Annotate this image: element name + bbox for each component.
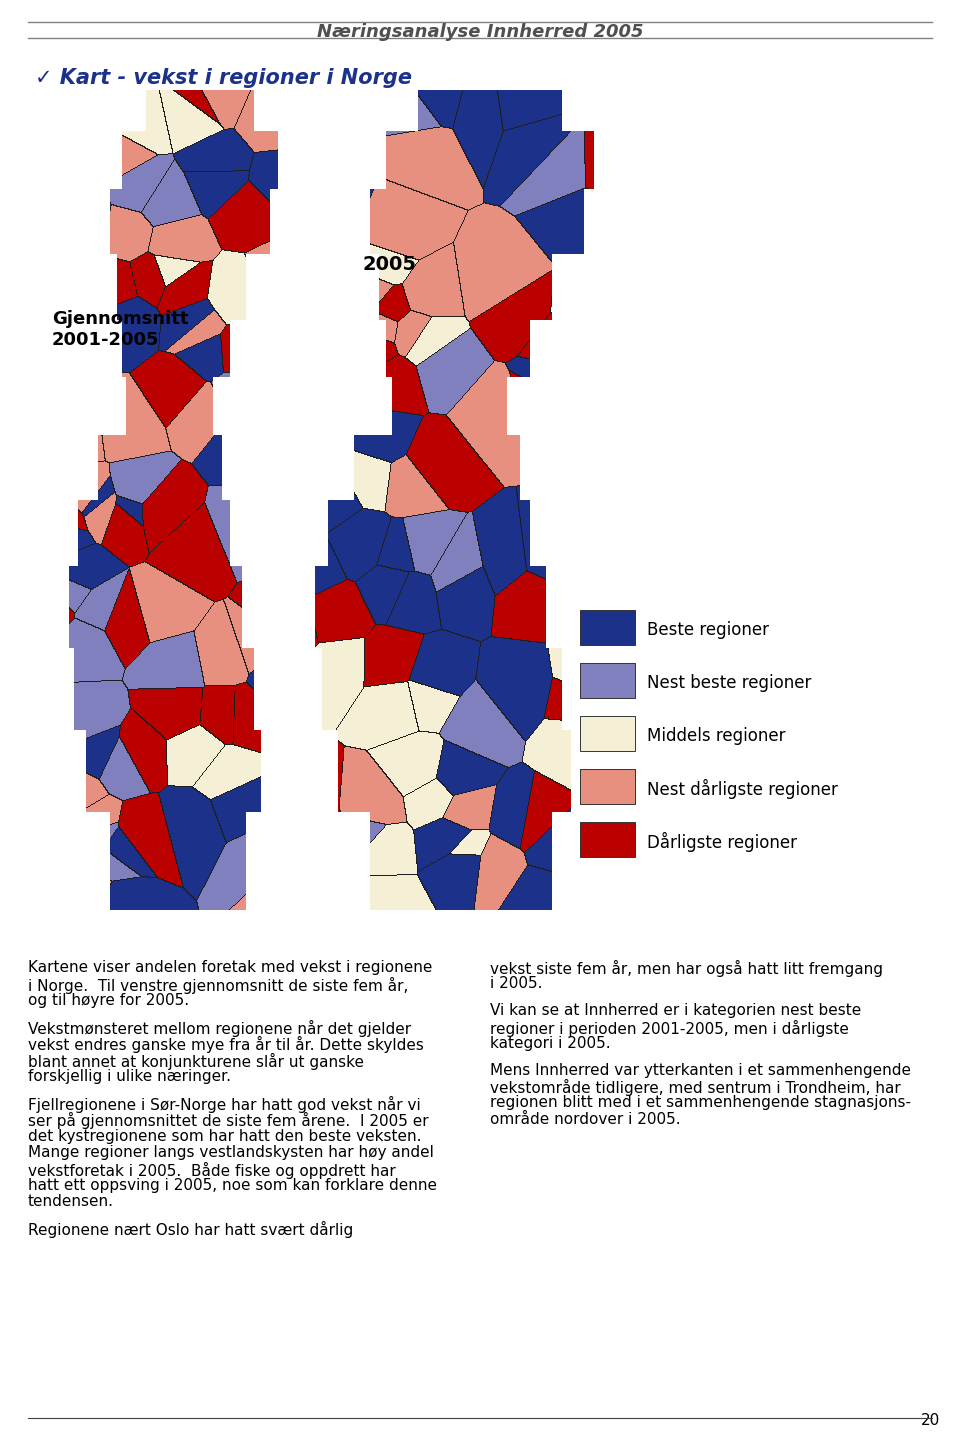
Text: hatt ett oppsving i 2005, noe som kan forklare denne: hatt ett oppsving i 2005, noe som kan fo… <box>28 1178 437 1193</box>
Text: Middels regioner: Middels regioner <box>647 727 785 745</box>
Text: regionen blitt med i et sammenhengende stagnasjons-: regionen blitt med i et sammenhengende s… <box>490 1096 911 1110</box>
Bar <box>580 610 635 645</box>
Text: blant annet at konjunkturene slår ut ganske: blant annet at konjunkturene slår ut gan… <box>28 1053 364 1070</box>
Text: forskjellig i ulike næringer.: forskjellig i ulike næringer. <box>28 1068 231 1084</box>
Text: ✓ Kart - vekst i regioner i Norge: ✓ Kart - vekst i regioner i Norge <box>35 67 412 88</box>
Text: 2005: 2005 <box>363 256 417 274</box>
Bar <box>580 770 635 804</box>
Text: vekst siste fem år, men har også hatt litt fremgang: vekst siste fem år, men har også hatt li… <box>490 961 883 976</box>
Text: Dårligste regioner: Dårligste regioner <box>647 831 797 852</box>
Bar <box>580 663 635 698</box>
Text: Vekstmønsteret mellom regionene når det gjelder: Vekstmønsteret mellom regionene når det … <box>28 1020 411 1037</box>
Text: 20: 20 <box>921 1413 940 1427</box>
Text: regioner i perioden 2001-2005, men i dårligste: regioner i perioden 2001-2005, men i dår… <box>490 1020 849 1037</box>
Text: Nest dårligste regioner: Nest dårligste regioner <box>647 778 838 798</box>
Text: Regionene nært Oslo har hatt svært dårlig: Regionene nært Oslo har hatt svært dårli… <box>28 1221 353 1238</box>
Text: område nordover i 2005.: område nordover i 2005. <box>490 1111 681 1127</box>
Text: Vi kan se at Innherred er i kategorien nest beste: Vi kan se at Innherred er i kategorien n… <box>490 1002 861 1018</box>
Text: vekst endres ganske mye fra år til år. Dette skyldes: vekst endres ganske mye fra år til år. D… <box>28 1035 424 1053</box>
Text: Gjennomsnitt
2001-2005: Gjennomsnitt 2001-2005 <box>52 310 188 349</box>
Text: Mange regioner langs vestlandskysten har høy andel: Mange regioner langs vestlandskysten har… <box>28 1144 434 1160</box>
Text: Fjellregionene i Sør-Norge har hatt god vekst når vi: Fjellregionene i Sør-Norge har hatt god … <box>28 1096 420 1113</box>
Text: det kystregionene som har hatt den beste veksten.: det kystregionene som har hatt den beste… <box>28 1129 421 1143</box>
Bar <box>580 821 635 857</box>
Text: kategori i 2005.: kategori i 2005. <box>490 1035 611 1051</box>
Text: Næringsanalyse Innherred 2005: Næringsanalyse Innherred 2005 <box>317 23 643 42</box>
Text: Nest beste regioner: Nest beste regioner <box>647 673 811 692</box>
Text: Mens Innherred var ytterkanten i et sammenhengende: Mens Innherred var ytterkanten i et samm… <box>490 1063 911 1077</box>
Text: vekstområde tidligere, med sentrum i Trondheim, har: vekstområde tidligere, med sentrum i Tro… <box>490 1078 900 1096</box>
Text: vekstforetak i 2005.  Både fiske og oppdrett har: vekstforetak i 2005. Både fiske og oppdr… <box>28 1162 396 1179</box>
Text: i 2005.: i 2005. <box>490 976 542 991</box>
Text: i Norge.  Til venstre gjennomsnitt de siste fem år,: i Norge. Til venstre gjennomsnitt de sis… <box>28 976 408 994</box>
Bar <box>580 717 635 751</box>
Text: Beste regioner: Beste regioner <box>647 620 769 639</box>
Text: tendensen.: tendensen. <box>28 1195 114 1209</box>
Text: og til høyre for 2005.: og til høyre for 2005. <box>28 994 189 1008</box>
Text: Kartene viser andelen foretak med vekst i regionene: Kartene viser andelen foretak med vekst … <box>28 961 432 975</box>
Text: ser på gjennomsnittet de siste fem årene.  I 2005 er: ser på gjennomsnittet de siste fem årene… <box>28 1111 428 1129</box>
